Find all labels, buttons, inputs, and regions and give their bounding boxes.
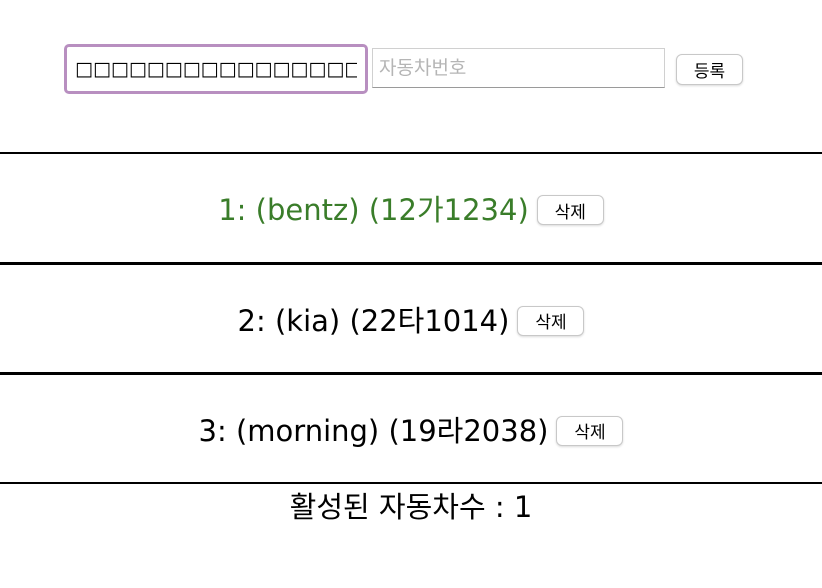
- car-item-text[interactable]: 1: (bentz) (12가1234): [218, 193, 529, 227]
- car-list-item: 2: (kia) (22타1014) 삭제: [0, 262, 822, 372]
- delete-button[interactable]: 삭제: [536, 195, 604, 225]
- delete-button[interactable]: 삭제: [556, 415, 624, 446]
- car-list-item: 1: (bentz) (12가1234) 삭제: [0, 152, 822, 262]
- car-register-form: 등록: [0, 44, 822, 94]
- car-list: 1: (bentz) (12가1234) 삭제 2: (kia) (22타101…: [0, 152, 822, 484]
- car-number-input[interactable]: [372, 48, 665, 88]
- delete-button[interactable]: 삭제: [517, 305, 585, 336]
- active-car-count: 활성된 자동차수 : 1: [289, 490, 533, 524]
- car-name-input[interactable]: [64, 44, 368, 94]
- register-button[interactable]: 등록: [676, 54, 743, 85]
- car-item-text[interactable]: 2: (kia) (22타1014): [237, 303, 510, 338]
- car-item-text[interactable]: 3: (morning) (19라2038): [198, 413, 549, 448]
- car-list-item: 3: (morning) (19라2038) 삭제: [0, 372, 822, 484]
